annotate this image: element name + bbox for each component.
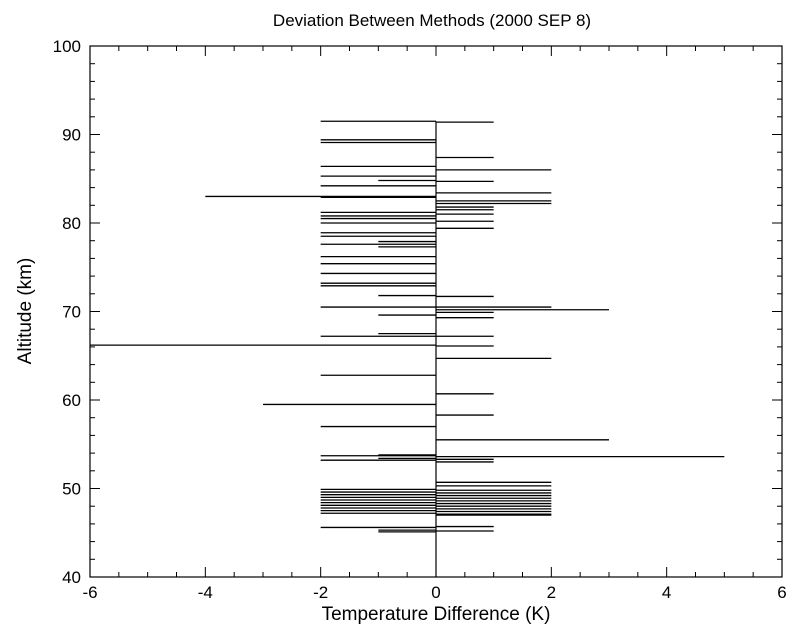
bars-group [90, 120, 725, 533]
y-tick-label: 80 [62, 214, 81, 233]
x-tick-label: 4 [662, 583, 671, 602]
y-tick-label: 40 [62, 568, 81, 587]
x-tick-label: -4 [198, 583, 213, 602]
x-tick-label: 6 [777, 583, 786, 602]
y-axis-title: Altitude (km) [15, 258, 36, 365]
y-tick-label: 100 [53, 37, 81, 56]
chart-title: Deviation Between Methods (2000 SEP 8) [273, 11, 591, 30]
x-tick-label: -6 [82, 583, 97, 602]
ticks-group [89, 45, 783, 578]
y-tick-label: 90 [62, 126, 81, 145]
x-tick-labels: -6 -4 -2 0 2 4 6 [82, 583, 786, 602]
x-tick-label: 2 [547, 583, 556, 602]
y-tick-label: 60 [62, 391, 81, 410]
x-tick-label: -2 [313, 583, 328, 602]
x-tick-label: 0 [431, 583, 440, 602]
y-tick-label: 50 [62, 480, 81, 499]
y-tick-labels: 40 50 60 70 80 90 100 [53, 37, 81, 587]
y-tick-label: 70 [62, 303, 81, 322]
x-axis-title: Temperature Difference (K) [322, 604, 551, 625]
